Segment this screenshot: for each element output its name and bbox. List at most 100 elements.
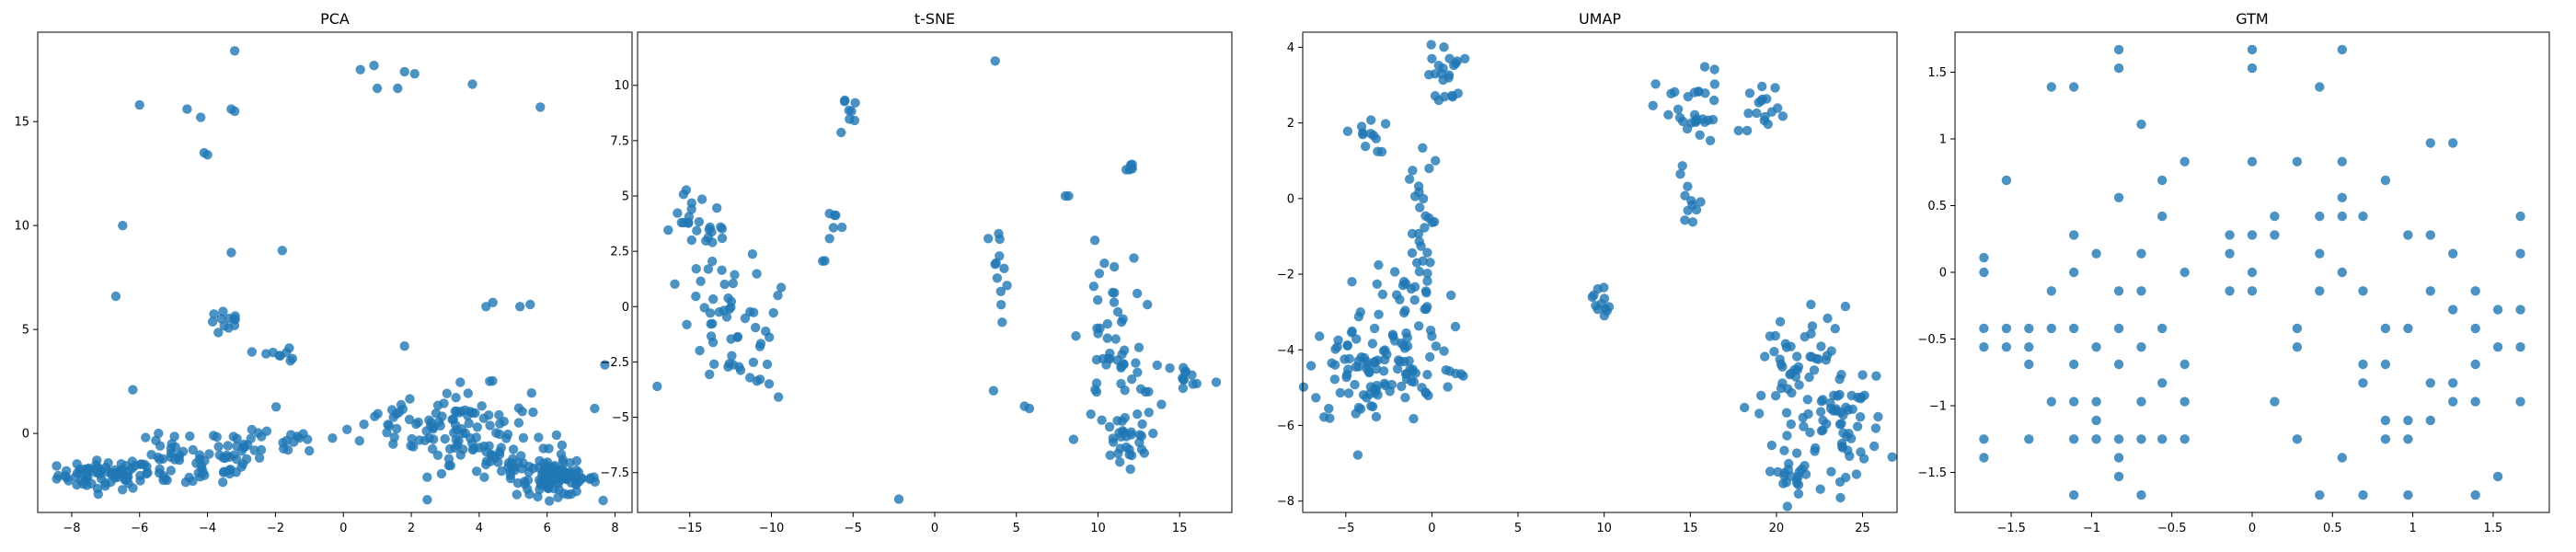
scatter-point [1742,126,1752,135]
scatter-point [1117,317,1126,327]
scatter-point [1888,453,1897,462]
x-tick-label: −1 [2083,522,2100,535]
scatter-point [1810,446,1819,455]
scatter-point [470,408,479,418]
scatter-point [1800,461,1809,470]
scatter-point [1827,346,1836,355]
scatter-points [1979,45,2525,500]
scatter-point [255,454,264,463]
scatter-point [2381,434,2390,443]
scatter-point [829,223,838,232]
scatter-point [1405,175,1414,184]
scatter-point [213,328,223,337]
scatter-point [305,446,314,455]
y-tick-label: 0.5 [1927,200,1947,213]
scatter-point [91,468,100,477]
scatter-point [1379,366,1388,375]
scatter-point [1692,114,1701,123]
scatter-point [1869,442,1879,451]
scatter-point [1422,247,1432,257]
scatter-point [52,461,61,470]
scatter-point [1440,92,1449,101]
y-tick-label: −6 [1277,420,1294,433]
scatter-point [1743,109,1753,118]
scatter-point [2270,212,2279,221]
scatter-point [1366,382,1375,391]
scatter-point [1434,61,1443,70]
scatter-point [2293,157,2302,167]
y-tick-label: 0 [1939,267,1947,281]
scatter-point [557,450,566,459]
scatter-point [2047,286,2056,295]
scatter-point [1835,493,1845,502]
scatter-point [983,234,993,243]
scatter-point [451,443,460,453]
scatter-point [1408,229,1417,238]
scatter-point [545,496,554,505]
scatter-point [845,114,854,123]
scatter-point [1451,322,1460,331]
scatter-point [732,333,742,342]
scatter-point [1356,307,1365,316]
scatter-point [1700,62,1709,71]
scatter-point [2047,397,2056,406]
scatter-point [741,314,750,323]
scatter-point [716,223,725,232]
chart-title: GTM [2236,10,2268,28]
scatter-point [436,421,445,431]
scatter-point [521,479,530,489]
scatter-point [2024,360,2033,369]
scatter-point [466,433,475,443]
scatter-point [1979,268,1988,277]
scatter-point [488,451,497,460]
scatter-point [408,442,418,451]
scatter-point [540,465,549,474]
scatter-point [213,432,222,442]
scatter-point [1361,142,1370,151]
scatter-point [1756,97,1765,106]
scatter-point [171,443,180,452]
scatter-point [1760,112,1769,121]
scatter-point [687,204,696,213]
scatter-point [2515,397,2524,406]
scatter-point [2069,360,2078,369]
scatter-point [1115,457,1124,466]
scatter-point [2338,157,2347,167]
x-tick-label: −6 [131,522,148,535]
y-tick-label: 2.5 [610,246,629,259]
scatter-point [1192,379,1202,388]
scatter-point [558,441,567,450]
y-tick-label: −1 [1929,400,1947,414]
scatter-point [285,356,294,365]
scatter-point [2180,360,2190,369]
scatter-point [1372,134,1381,144]
scatter-point [464,388,473,397]
scatter-point [289,437,298,446]
scatter-point [1187,371,1196,380]
scatter-point [390,432,399,442]
scatter-point [1871,423,1880,432]
scatter-point [1836,419,1846,428]
scatter-points [1299,40,1897,511]
scatter-point [552,431,561,440]
scatter-point [303,434,312,443]
scatter-point [533,492,542,501]
scatter-point [1838,428,1847,437]
scatter-point [1133,368,1142,377]
scatter-point [2136,249,2145,259]
scatter-point [513,478,523,488]
scatter-point [2493,342,2502,351]
y-tick-label: 15 [14,116,29,130]
scatter-point [514,418,523,427]
scatter-point [682,320,691,329]
scatter-point [894,494,903,503]
scatter-point [1306,361,1316,370]
scatter-point [1409,364,1418,374]
scatter-point [748,249,757,259]
x-tick-label: −0.5 [2157,522,2187,535]
scatter-point [544,443,553,453]
scatter-point [1745,88,1754,98]
scatter-point [1818,416,1827,425]
scatter-point [1324,404,1333,413]
scatter-point [2471,324,2480,333]
